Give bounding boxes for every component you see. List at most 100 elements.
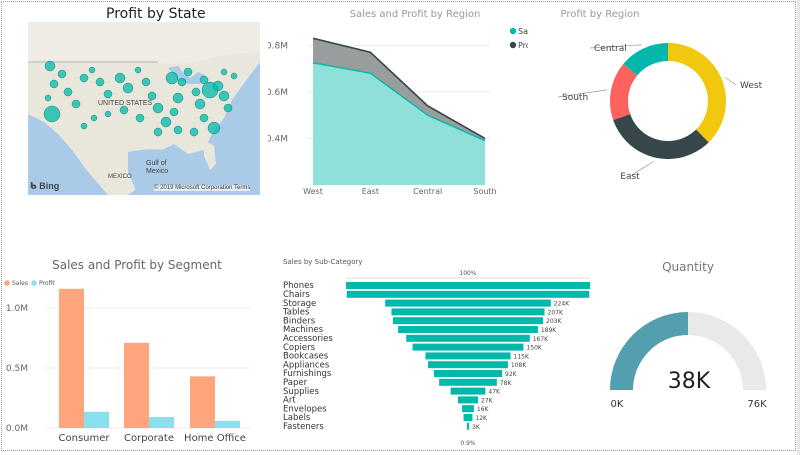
state-bubble[interactable] xyxy=(57,69,67,79)
state-bubble[interactable] xyxy=(103,89,113,99)
funnel-bar[interactable] xyxy=(439,378,497,386)
state-bubble[interactable] xyxy=(141,77,151,87)
funnel-bar[interactable] xyxy=(458,396,478,404)
funnel-bar[interactable] xyxy=(433,370,503,377)
funnel-bar[interactable] xyxy=(450,387,486,395)
funnel-bar[interactable] xyxy=(428,361,508,369)
funnel-value-label: 108K xyxy=(511,362,527,369)
segment-bar[interactable] xyxy=(215,420,240,428)
funnel-bar[interactable] xyxy=(406,334,530,342)
sales-area[interactable] xyxy=(313,62,485,185)
segment-bar[interactable] xyxy=(190,376,215,428)
seg-x-label: Home Office xyxy=(184,433,246,444)
donut-slice[interactable] xyxy=(668,43,726,143)
state-bubble[interactable] xyxy=(152,102,164,114)
state-bubble[interactable] xyxy=(80,122,88,130)
state-bubble[interactable] xyxy=(147,91,157,101)
quantity-gauge[interactable]: Quantity 38K 0K 76K xyxy=(600,250,790,440)
state-bubble[interactable] xyxy=(71,99,81,109)
state-bubble[interactable] xyxy=(199,113,209,123)
state-bubble[interactable] xyxy=(134,66,142,74)
funnel-bar[interactable] xyxy=(466,422,470,430)
state-bubble[interactable] xyxy=(63,87,73,97)
area-x-label: West xyxy=(303,187,323,196)
funnel-bar[interactable] xyxy=(385,299,551,307)
funnel-bottom-label: 0.9% xyxy=(460,440,476,447)
segment-bar[interactable] xyxy=(149,416,174,428)
state-bubble[interactable] xyxy=(172,92,184,104)
state-bubble[interactable] xyxy=(114,72,126,84)
donut-slice[interactable] xyxy=(610,63,638,121)
donut-leader xyxy=(629,161,655,177)
state-bubble[interactable] xyxy=(189,127,199,137)
funnel-category-label: Copiers xyxy=(283,343,316,353)
state-bubble[interactable] xyxy=(79,73,89,83)
state-bubble[interactable] xyxy=(191,87,201,97)
segment-bar[interactable] xyxy=(124,342,149,428)
area-legend-label: Sales xyxy=(518,27,528,36)
scrollbar[interactable] xyxy=(797,0,800,455)
segment-bar-chart[interactable]: Sales and Profit by Segment Sales Profit … xyxy=(0,250,280,450)
state-bubble[interactable] xyxy=(169,107,179,117)
funnel-category-label: Machines xyxy=(283,325,324,335)
donut-slice[interactable] xyxy=(623,43,668,76)
funnel-bar[interactable] xyxy=(462,405,474,413)
state-bubble[interactable] xyxy=(199,75,209,85)
state-bubble[interactable] xyxy=(135,113,145,123)
state-bubble[interactable] xyxy=(95,77,105,87)
segment-bar[interactable] xyxy=(84,411,109,428)
funnel-category-label: Tables xyxy=(282,308,310,318)
state-bubble[interactable] xyxy=(194,98,206,110)
state-bubble[interactable] xyxy=(90,114,98,122)
seg-legend-label: Profit xyxy=(39,280,55,287)
area-ytick-label: 0.4M xyxy=(268,134,288,144)
state-bubble[interactable] xyxy=(119,105,129,115)
state-bubble[interactable] xyxy=(88,66,96,74)
state-bubble[interactable] xyxy=(223,103,233,113)
state-bubble[interactable] xyxy=(218,90,230,102)
state-bubble[interactable] xyxy=(220,68,228,76)
funnel-bar[interactable] xyxy=(346,290,590,298)
map-copyright[interactable]: © 2019 Microsoft Corporation Terms xyxy=(154,185,251,191)
state-bubble[interactable] xyxy=(122,82,134,94)
donut-slice[interactable] xyxy=(613,114,709,160)
state-bubble[interactable] xyxy=(212,80,224,92)
area-ytick-label: 0.6M xyxy=(268,88,288,98)
state-bubble[interactable] xyxy=(104,110,112,118)
area-x-label: Central xyxy=(413,187,442,196)
state-bubble[interactable] xyxy=(43,105,61,123)
state-bubble[interactable] xyxy=(230,72,238,80)
seg-ytick-label: 0.0M xyxy=(6,424,28,434)
funnel-category-label: Fasteners xyxy=(283,422,324,432)
funnel-bar[interactable] xyxy=(392,317,544,325)
funnel-bar[interactable] xyxy=(412,343,524,351)
state-bubble[interactable] xyxy=(49,79,59,89)
region-area-chart[interactable]: Sales and Profit by Region West East Centr… xyxy=(268,2,528,202)
funnel-bar[interactable] xyxy=(346,282,590,289)
seg-ytick-label: 1.0M xyxy=(6,304,28,314)
segment-bar[interactable] xyxy=(59,288,84,428)
state-bubble[interactable] xyxy=(44,60,56,72)
funnel-bar[interactable] xyxy=(463,414,473,421)
profit-map[interactable]: UNITED STATES Gulf of Mexico MEXICO xyxy=(28,22,260,195)
state-bubble[interactable] xyxy=(153,127,163,137)
funnel-value-label: 115K xyxy=(514,353,530,360)
profit-line xyxy=(312,37,486,140)
bing-label: Bing xyxy=(39,181,60,191)
funnel-bar[interactable] xyxy=(425,352,511,360)
state-bubble[interactable] xyxy=(44,94,52,102)
subcategory-funnel[interactable]: Sales by Sub-Category 100% PhonesChairsS… xyxy=(280,252,600,452)
funnel-top-label: 100% xyxy=(459,270,476,277)
funnel-value-label: 27K xyxy=(481,397,494,404)
gauge-min: 0K xyxy=(611,399,624,410)
state-bubble[interactable] xyxy=(207,121,221,135)
state-bubble[interactable] xyxy=(165,71,179,85)
state-bubble[interactable] xyxy=(160,116,172,128)
funnel-category-label: Labels xyxy=(283,413,311,423)
funnel-bar[interactable] xyxy=(398,326,538,333)
state-bubble[interactable] xyxy=(183,67,193,77)
state-bubble[interactable] xyxy=(177,77,187,87)
state-bubble[interactable] xyxy=(173,125,183,135)
funnel-bar[interactable] xyxy=(391,308,545,316)
region-donut-chart[interactable]: Profit by Region West East South Central xyxy=(550,2,790,202)
